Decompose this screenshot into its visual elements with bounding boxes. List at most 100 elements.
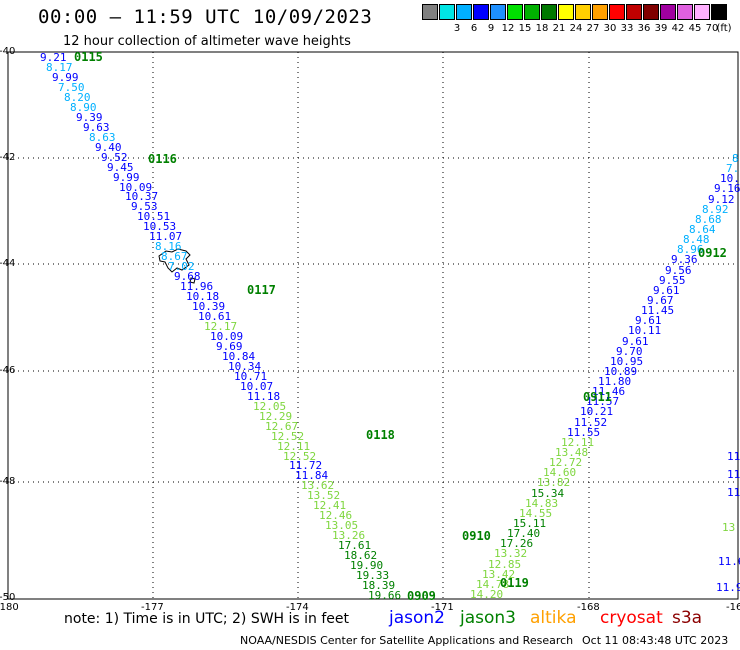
- swh-value: 17.26: [500, 537, 534, 550]
- swh-value: 10.95: [610, 355, 644, 368]
- swh-value: 9.61: [622, 335, 649, 348]
- swh-value: 9.61: [635, 314, 662, 327]
- swh-value: 12.17: [204, 320, 238, 333]
- swh-value: 11.55: [567, 426, 601, 439]
- swh-value: 12.29: [259, 410, 293, 423]
- legend-label: 6: [470, 23, 478, 34]
- swh-value: 8.5: [732, 152, 740, 165]
- swh-value: 8.92: [702, 203, 729, 216]
- lon-tick-label: -174: [286, 602, 309, 613]
- swh-value: 13.48: [555, 446, 589, 459]
- swh-value: 9.99: [52, 71, 79, 84]
- swh-value: 9.61: [653, 284, 680, 297]
- legend-swatch: [575, 4, 591, 20]
- swh-value: 10.05: [720, 172, 740, 185]
- swh-value: 12.11: [561, 436, 595, 449]
- swh-value: 12.46: [319, 509, 353, 522]
- legend-label: 24: [569, 23, 583, 34]
- swh-value: 14.78: [476, 578, 510, 591]
- swh-value: 10.71: [234, 370, 268, 383]
- lat-tick-label: -46: [0, 365, 16, 376]
- swh-value: 11.9: [716, 581, 740, 594]
- swh-value: 10.07: [240, 380, 274, 393]
- legend-swatch: [609, 4, 625, 20]
- pass-time-label: 0116: [148, 152, 177, 166]
- swh-value: 18.62: [344, 549, 378, 562]
- swh-value: 10.18: [186, 290, 220, 303]
- swh-value: 15.34: [531, 487, 565, 500]
- swh-value: 11.72: [289, 459, 323, 472]
- swh-value: 15.11: [513, 517, 547, 530]
- legend-label: 70: [705, 23, 719, 34]
- pass-time-label: 0119: [500, 576, 529, 590]
- satellite-s3a: s3a: [672, 608, 703, 628]
- swh-value: 12.41: [313, 499, 347, 512]
- legend-swatch: [558, 4, 574, 20]
- legend-swatch: [456, 4, 472, 20]
- page-subtitle: 12 hour collection of altimeter wave hei…: [63, 34, 351, 49]
- swh-value: 7.02: [168, 260, 195, 273]
- swh-value: 9.21: [40, 51, 67, 64]
- lat-tick-label: -44: [0, 258, 16, 269]
- swh-value: 9.52: [101, 151, 128, 164]
- footer-timestamp: Oct 11 08:43:48 UTC 2023: [582, 634, 729, 647]
- swh-value: 11.80: [598, 375, 632, 388]
- swh-value: 9.12: [708, 193, 735, 206]
- swh-value: 14.55: [519, 507, 553, 520]
- page-title: 00:00 – 11:59 UTC 10/09/2023: [38, 6, 373, 28]
- legend-swatch: [677, 4, 693, 20]
- swh-value: 13.82: [537, 476, 571, 489]
- swh-value: 11.07: [149, 230, 183, 243]
- swh-value: 9.67: [647, 294, 674, 307]
- swh-value: 8.48: [683, 233, 710, 246]
- swh-value: 8.63: [89, 131, 116, 144]
- swh-value: 11.18: [247, 390, 281, 403]
- swh-value: 9.39: [76, 111, 103, 124]
- swh-value: 10.21: [580, 405, 614, 418]
- note-text: note: 1) Time is in UTC; 2) SWH is in fe…: [64, 611, 350, 627]
- satellite-cryosat: cryosat: [600, 608, 663, 628]
- pass-time-label: 0911: [583, 390, 612, 404]
- swh-value: 8.68: [695, 213, 722, 226]
- legend-label: 42: [671, 23, 685, 34]
- swh-value: 8.90: [70, 101, 97, 114]
- legend-swatch: [711, 4, 727, 20]
- legend-label: 18: [535, 23, 549, 34]
- legend-label: 36: [637, 23, 651, 34]
- swh-value: 12.52: [283, 450, 317, 463]
- swh-value: 13.52: [307, 489, 341, 502]
- swh-value: 10.37: [125, 190, 159, 203]
- swh-value: 8.20: [64, 91, 91, 104]
- swh-value: 9.56: [665, 264, 692, 277]
- swh-value: 8.67: [161, 250, 188, 263]
- legend-unit: (ft): [716, 23, 732, 34]
- swh-value: 9.70: [616, 345, 643, 358]
- swh-value: 10.84: [222, 350, 256, 363]
- legend-swatch: [524, 4, 540, 20]
- legend-label: 15: [518, 23, 532, 34]
- legend-label: 12: [501, 23, 515, 34]
- swh-value: 13.62: [301, 479, 335, 492]
- swh-value: 9.69: [216, 340, 243, 353]
- swh-value: 12.11: [277, 440, 311, 453]
- swh-value: 13: [722, 521, 736, 534]
- swh-value: 9.16: [714, 182, 740, 195]
- pass-time-label: 0115: [74, 50, 103, 64]
- swh-value: 10.61: [198, 310, 232, 323]
- map-frame: [7, 51, 739, 600]
- legend-swatch: [473, 4, 489, 20]
- satellite-altika: altika: [530, 608, 577, 628]
- lon-tick-label: -177: [141, 602, 164, 613]
- lon-tick-label: -168: [577, 602, 600, 613]
- lon-tick-label: -180: [0, 602, 19, 613]
- pass-time-label: 0909: [407, 589, 436, 603]
- swh-value: 11.52: [574, 416, 608, 429]
- swh-value: 8.17: [46, 61, 73, 74]
- swh-value: 9.55: [659, 274, 686, 287]
- lat-tick-label: -42: [0, 152, 16, 163]
- swh-value: 9.40: [95, 141, 122, 154]
- swh-value: 18.39: [362, 579, 396, 592]
- swh-value: 10.34: [228, 360, 262, 373]
- legend-swatch: [507, 4, 523, 20]
- swh-value: 9.45: [107, 161, 134, 174]
